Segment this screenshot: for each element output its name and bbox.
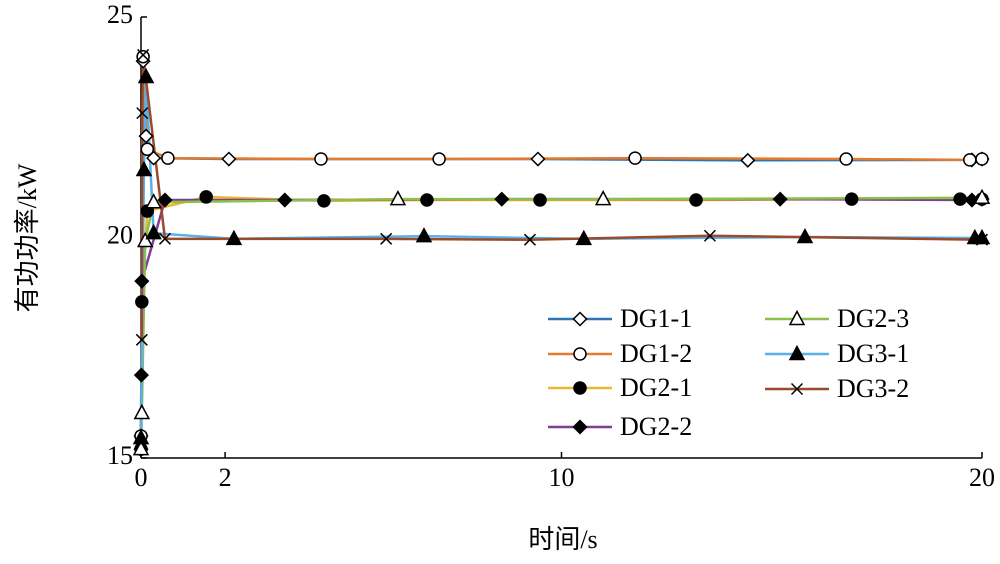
- marker: [533, 193, 547, 207]
- marker: [161, 151, 175, 165]
- x-tick-label: 0: [135, 463, 148, 492]
- marker: [133, 367, 149, 383]
- marker: [740, 152, 756, 168]
- marker: [145, 193, 162, 209]
- legend-label: DG2-2: [620, 412, 692, 441]
- marker: [573, 347, 587, 361]
- x-tick-label: 20: [969, 463, 995, 492]
- marker: [132, 429, 150, 445]
- legend-label: DG1-2: [620, 339, 692, 368]
- y-axis-label: 有功功率/kW: [13, 163, 42, 312]
- marker: [953, 192, 967, 206]
- legend-item: DG1-1: [548, 304, 692, 333]
- y-tick-label: 15: [107, 441, 133, 470]
- marker: [389, 190, 407, 206]
- x-axis-label: 时间/s: [528, 525, 597, 554]
- marker: [136, 107, 149, 120]
- marker: [790, 382, 804, 396]
- marker: [225, 229, 243, 246]
- series-line: [140, 54, 983, 340]
- marker: [145, 224, 162, 240]
- marker: [975, 233, 989, 246]
- marker: [380, 232, 393, 245]
- marker: [573, 381, 587, 395]
- marker: [689, 193, 703, 207]
- marker: [628, 151, 642, 165]
- x-tick-label: 2: [219, 463, 232, 492]
- marker: [432, 152, 446, 166]
- marker: [314, 152, 328, 166]
- legend-item: DG2-3: [765, 304, 909, 333]
- marker: [415, 227, 433, 243]
- x-tick-label: 10: [549, 463, 575, 492]
- marker: [772, 191, 788, 207]
- marker: [530, 151, 546, 167]
- legend-label: DG2-1: [620, 373, 692, 402]
- marker: [137, 48, 150, 61]
- marker: [839, 152, 853, 166]
- legend-item: DG2-2: [548, 412, 692, 441]
- marker: [158, 232, 171, 245]
- marker: [134, 273, 150, 289]
- legend-item: DG1-2: [548, 339, 692, 368]
- marker: [317, 194, 331, 208]
- marker: [572, 311, 588, 327]
- legend-item: DG3-1: [765, 339, 909, 368]
- marker: [138, 128, 154, 144]
- y-tick-label: 25: [107, 0, 133, 29]
- marker: [963, 153, 977, 167]
- marker: [277, 192, 293, 208]
- marker: [136, 49, 150, 64]
- legend-label: DG3-2: [837, 374, 909, 403]
- marker: [199, 190, 213, 204]
- marker: [135, 160, 153, 177]
- marker: [157, 192, 173, 208]
- marker: [135, 295, 149, 309]
- marker: [703, 229, 716, 242]
- marker: [133, 403, 151, 420]
- marker: [975, 152, 989, 166]
- marker: [221, 151, 237, 167]
- marker: [494, 191, 510, 207]
- legend-item: DG3-2: [765, 374, 909, 403]
- marker: [844, 192, 859, 206]
- marker: [136, 231, 154, 248]
- marker: [420, 193, 434, 207]
- legend-label: DG3-1: [837, 339, 909, 368]
- marker: [140, 142, 155, 157]
- marker: [796, 227, 814, 244]
- marker: [594, 190, 612, 206]
- legend-label: DG1-1: [620, 304, 692, 333]
- y-tick-label: 20: [107, 220, 133, 249]
- marker: [572, 419, 588, 435]
- marker: [135, 333, 148, 346]
- marker: [973, 188, 991, 205]
- legend-item: DG2-1: [548, 373, 692, 402]
- marker: [523, 233, 536, 246]
- marker: [788, 309, 806, 326]
- marker: [132, 440, 150, 456]
- marker: [137, 67, 155, 84]
- marker: [788, 344, 806, 361]
- legend-label: DG2-3: [837, 304, 909, 333]
- marker: [575, 229, 593, 246]
